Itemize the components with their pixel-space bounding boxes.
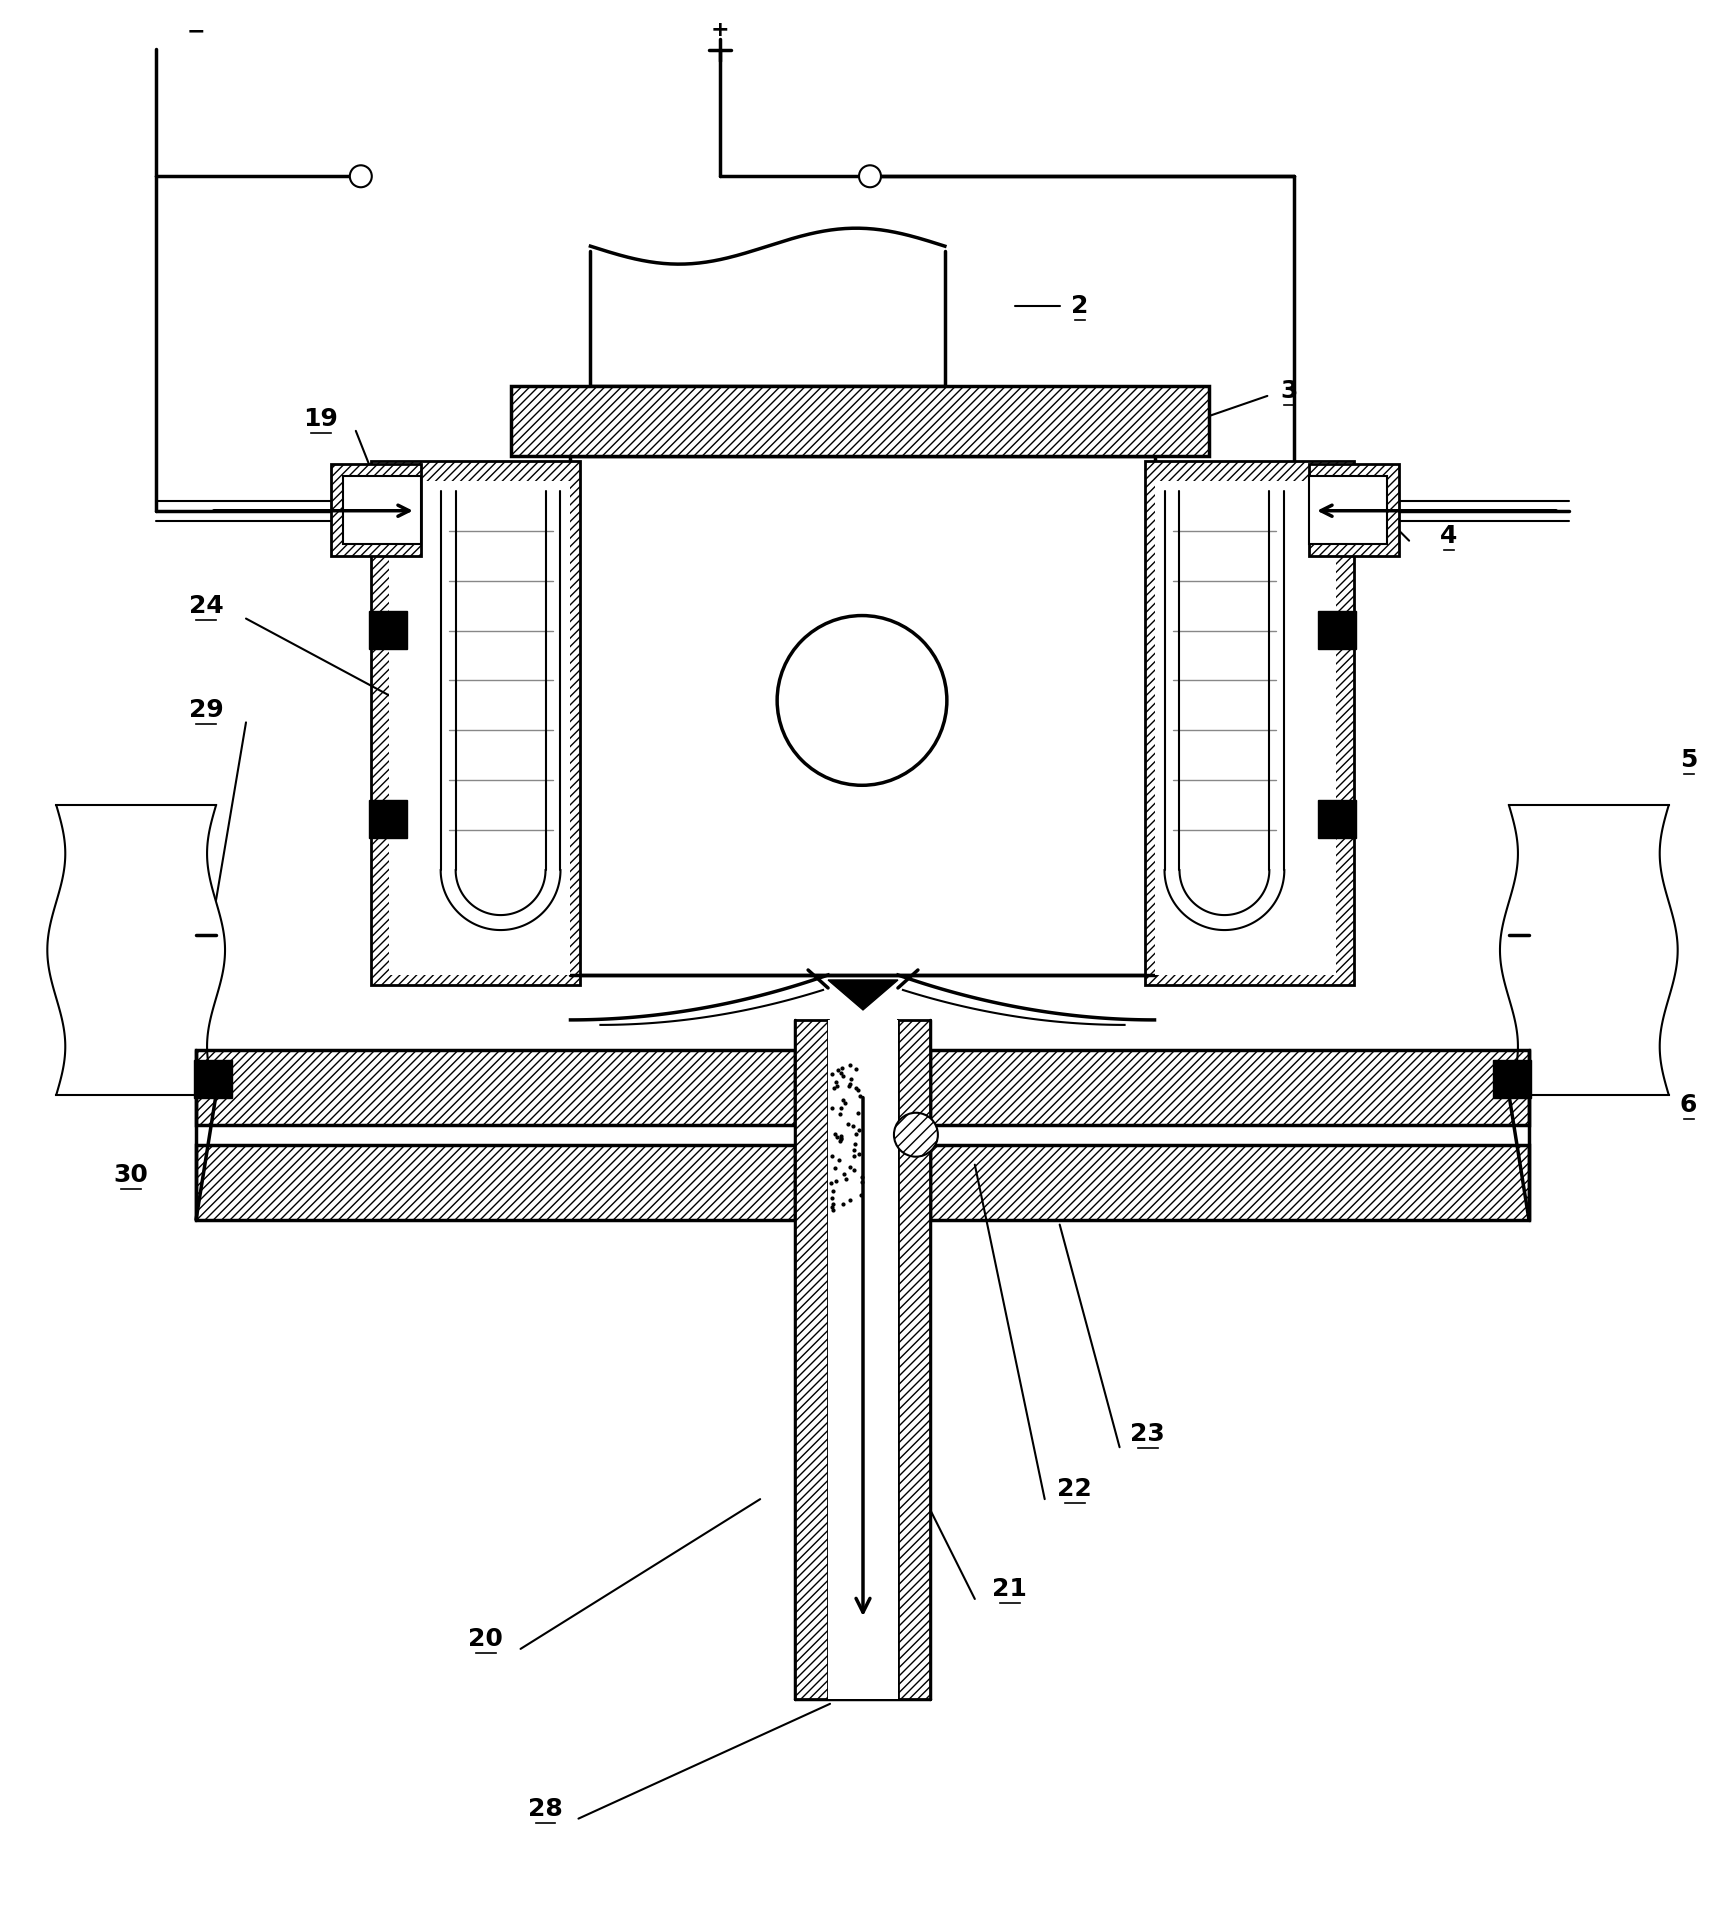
Bar [899,1020,930,1699]
Bar [343,476,421,544]
Text: 30: 30 [114,1163,148,1186]
Bar [795,1020,828,1699]
Bar [331,465,421,555]
Text: 20: 20 [467,1627,504,1650]
Text: 6: 6 [1680,1093,1697,1116]
Circle shape [778,615,947,785]
Circle shape [859,166,881,187]
Text: 21: 21 [992,1577,1026,1600]
Text: 2: 2 [1071,295,1088,318]
Text: 22: 22 [1057,1477,1092,1502]
Text: +: + [711,19,730,39]
Bar [828,1020,899,1699]
Bar [1309,476,1387,544]
Bar [371,461,580,985]
Text: 29: 29 [188,698,224,723]
Bar [388,480,571,976]
Polygon shape [828,979,899,1010]
Text: 24: 24 [188,594,224,617]
Bar [930,1145,1528,1220]
Text: 4: 4 [1440,524,1458,548]
Bar [197,1145,795,1220]
Text: 5: 5 [1680,748,1697,773]
Bar [1318,800,1356,839]
Bar [195,1060,233,1097]
Bar [197,1051,795,1124]
Bar [1309,465,1399,555]
Bar [571,455,1154,976]
Circle shape [894,1112,938,1157]
Bar [511,386,1209,455]
Bar [369,611,407,648]
Text: 28: 28 [528,1797,562,1820]
Text: 3: 3 [1280,380,1297,403]
Text: 23: 23 [1130,1423,1164,1446]
Bar [369,800,407,839]
Bar [930,1051,1528,1124]
Bar [1154,480,1337,976]
Text: −: − [186,21,205,42]
Bar [1492,1060,1530,1097]
Circle shape [350,166,373,187]
Bar [1318,611,1356,648]
Text: 19: 19 [304,407,338,430]
Bar [1145,461,1354,985]
